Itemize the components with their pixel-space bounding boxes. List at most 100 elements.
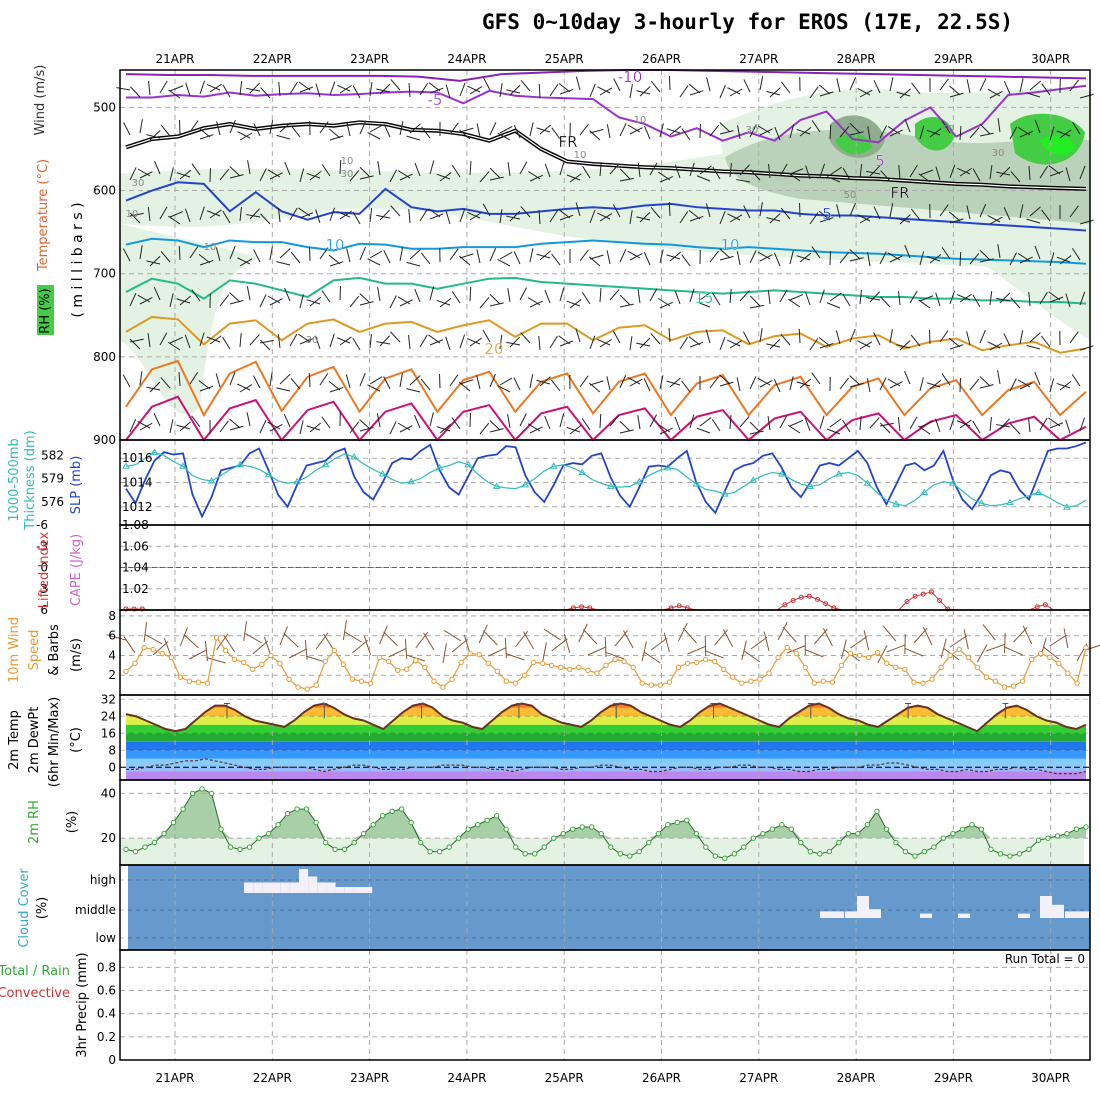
- upper-wind-barb: [989, 90, 1003, 99]
- upper-wind-barb: [849, 202, 856, 217]
- wind-speed-marker: [847, 650, 854, 657]
- upper-wind-barb: [308, 372, 311, 388]
- upper-wind-barb: [749, 376, 757, 390]
- wind-speed-marker: [1083, 644, 1089, 651]
- upper-wind-barb: [719, 84, 726, 99]
- upper-wind-barb: [956, 294, 971, 301]
- upper-wind-barb: [482, 203, 491, 217]
- upper-wind-barb: [229, 418, 241, 429]
- upper-wind-barb: [829, 418, 842, 428]
- rh-marker: [455, 835, 462, 841]
- upper-wind-barb: [619, 429, 634, 434]
- upper-wind-barb: [1017, 379, 1031, 388]
- upper-wind-barb: [467, 85, 481, 93]
- thickness-marker: [578, 468, 587, 475]
- wind-speed-marker: [213, 634, 220, 641]
- upper-wind-barb: [309, 296, 322, 307]
- pressure-tick-label: 600: [93, 184, 116, 198]
- upper-wind-barb: [506, 215, 521, 220]
- wind-speed-marker: [1010, 683, 1017, 689]
- upper-wind-barb: [458, 255, 471, 266]
- upper-wind-barb: [842, 167, 851, 181]
- upper-wind-barb: [376, 214, 391, 219]
- upper-wind-barb: [766, 217, 781, 222]
- upper-wind-barb: [237, 383, 251, 391]
- upper-wind-barb: [1019, 204, 1024, 219]
- wind-speed-marker: [467, 650, 473, 657]
- wind-barb-10m: [206, 657, 226, 664]
- upper-wind-barb: [857, 340, 871, 348]
- cloud-high-bar: [280, 882, 290, 893]
- upper-wind-barb: [346, 248, 351, 263]
- wind-speed-marker: [132, 660, 138, 667]
- wind-barb-10m: [904, 647, 924, 657]
- upper-wind-barb: [866, 297, 881, 301]
- wind-barb-10m: [643, 651, 661, 664]
- upper-wind-barb: [520, 332, 531, 344]
- x-tick-label-top: 23APR: [350, 52, 389, 66]
- upper-wind-barb: [276, 387, 291, 392]
- upper-wind-barb: [766, 343, 781, 348]
- upper-wind-barb: [377, 161, 381, 176]
- upper-wind-barb: [179, 295, 192, 306]
- wind-speed-marker: [250, 666, 256, 673]
- upper-wind-barb: [575, 76, 581, 91]
- precip-tick-label: 0.2: [97, 1030, 116, 1044]
- upper-wind-barb: [609, 414, 620, 427]
- panel-frame: [119, 949, 1091, 1061]
- upper-wind-barb: [644, 125, 651, 140]
- upper-wind-barb: [719, 336, 726, 351]
- upper-wind-barb: [869, 417, 880, 429]
- slp-axis-label: SLP (mb): [69, 456, 84, 515]
- thickness-marker: [236, 460, 244, 468]
- wind-barb-10m: [1004, 646, 1023, 656]
- upper-wind-barb: [289, 333, 298, 347]
- temp-color-band: [126, 750, 1086, 759]
- thickness-marker: [435, 463, 444, 471]
- thickness-axis-label-1: 1000-500mb: [7, 438, 22, 522]
- cloud-middle-bar: [857, 896, 869, 918]
- upper-wind-barb: [219, 168, 230, 181]
- wind-speed-marker: [286, 676, 292, 682]
- upper-wind-barb: [889, 329, 893, 344]
- wind-speed-marker: [340, 661, 347, 668]
- cloud-tick-label: high: [90, 873, 116, 887]
- thickness-marker: [150, 448, 159, 455]
- cape-marker: [920, 591, 926, 597]
- x-tick-label-bottom: 21APR: [155, 1071, 194, 1085]
- upper-wind-barb: [507, 414, 511, 429]
- upper-wind-barb: [818, 84, 831, 95]
- upper-wind-barb: [315, 83, 321, 98]
- upper-wind-barb: [668, 327, 671, 343]
- upper-wind-barb: [769, 87, 781, 98]
- rh-marker: [161, 830, 167, 837]
- upper-wind-barb: [198, 380, 211, 390]
- upper-wind-barb: [879, 125, 888, 139]
- cloud-middle-bar: [832, 911, 844, 918]
- rh-marker: [408, 819, 414, 826]
- upper-wind-barb: [919, 169, 934, 176]
- upper-wind-barb: [619, 249, 627, 263]
- upper-wind-barb: [147, 333, 151, 348]
- x-tick-label-top: 22APR: [253, 52, 292, 66]
- wind-speed-marker: [594, 670, 600, 676]
- wind-barb-10m: [388, 647, 407, 658]
- upper-wind-barb: [999, 292, 1011, 304]
- chart-title: GFS 0~10day 3-hourly for EROS (17E, 22.5…: [482, 10, 1014, 34]
- upper-wind-barb: [544, 289, 551, 304]
- wind-speed-marker: [884, 660, 890, 667]
- upper-wind-barb: [739, 416, 750, 428]
- upper-wind-barb: [606, 376, 611, 391]
- upper-wind-barb: [987, 88, 1001, 97]
- wind-speed-marker: [204, 680, 211, 686]
- upper-wind-barb: [1056, 382, 1071, 389]
- upper-wind-barb: [279, 373, 291, 385]
- cape-marker: [912, 593, 918, 599]
- upper-wind-barb: [369, 82, 373, 97]
- upper-wind-barb: [191, 289, 201, 302]
- upper-wind-barb: [249, 82, 261, 94]
- upper-wind-barb: [727, 339, 741, 347]
- wind-barb-10m: [443, 629, 462, 642]
- upper-wind-barb: [252, 375, 261, 389]
- upper-wind-barb: [627, 376, 641, 385]
